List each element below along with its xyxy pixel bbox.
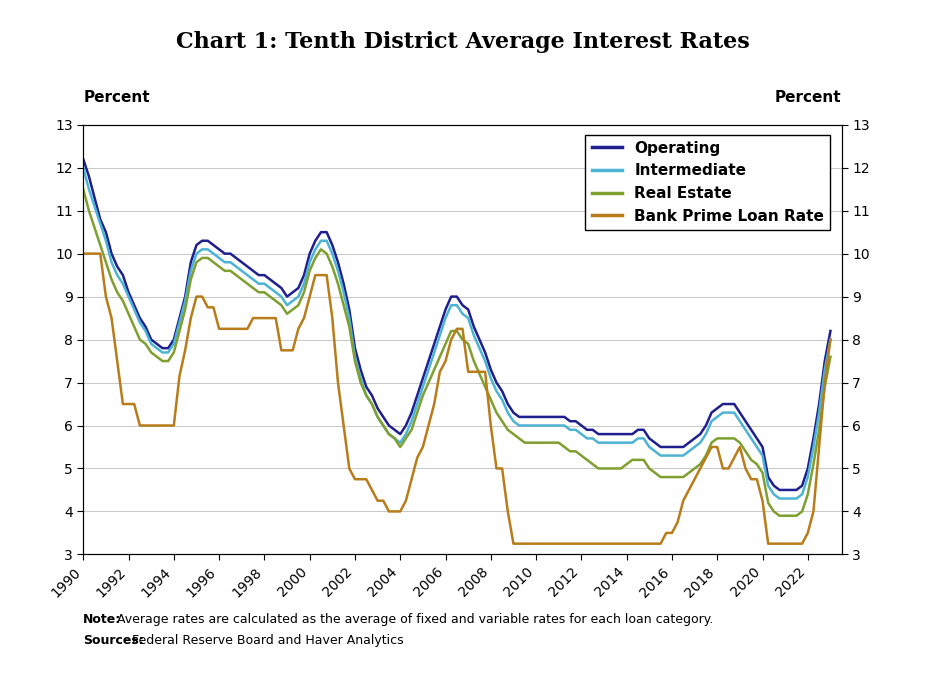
Text: Percent: Percent [83, 90, 150, 105]
Text: Note:: Note: [83, 613, 121, 626]
Text: Percent: Percent [775, 90, 842, 105]
Text: Federal Reserve Board and Haver Analytics: Federal Reserve Board and Haver Analytic… [128, 634, 403, 647]
Text: Chart 1: Tenth District Average Interest Rates: Chart 1: Tenth District Average Interest… [176, 30, 749, 53]
Legend: Operating, Intermediate, Real Estate, Bank Prime Loan Rate: Operating, Intermediate, Real Estate, Ba… [586, 134, 831, 229]
Text: Average rates are calculated as the average of fixed and variable rates for each: Average rates are calculated as the aver… [113, 613, 713, 626]
Text: Sources:: Sources: [83, 634, 144, 647]
